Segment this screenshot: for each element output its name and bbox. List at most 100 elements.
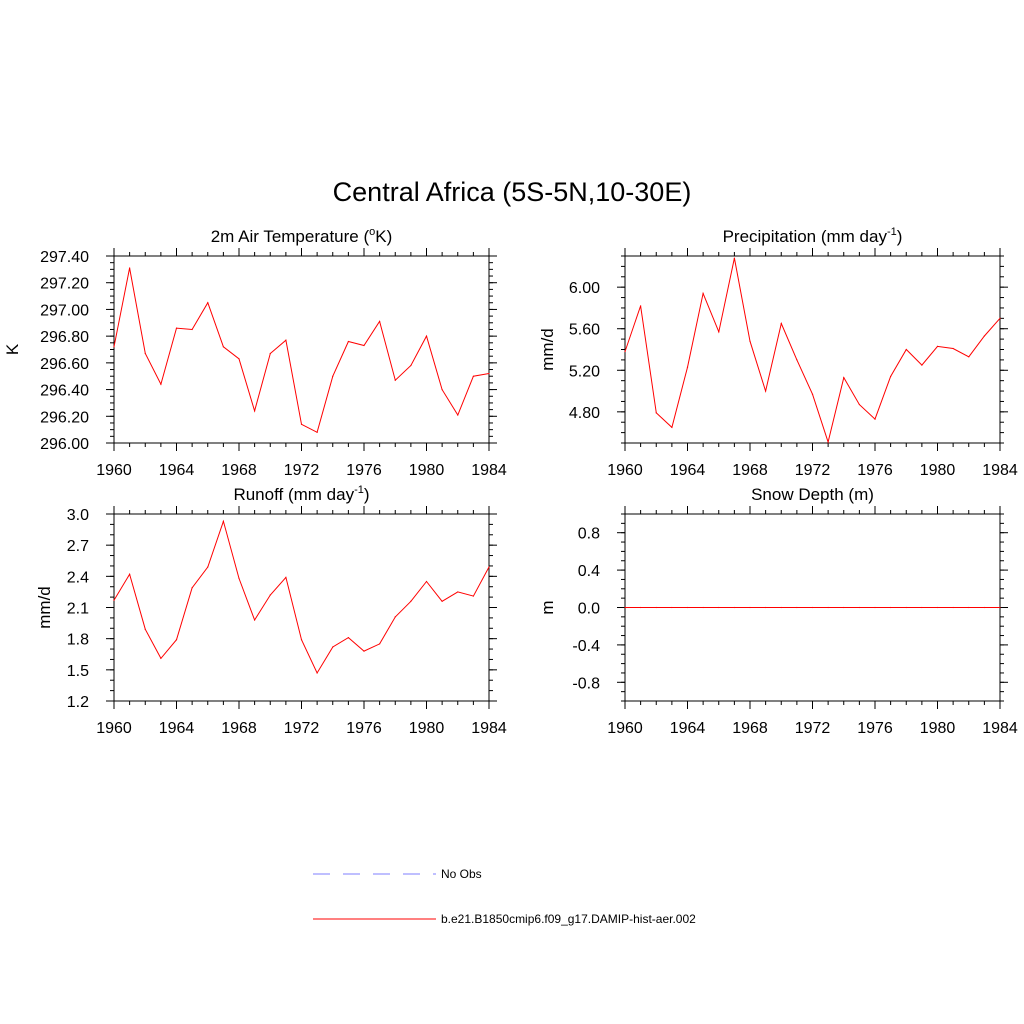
data-point [921,364,923,366]
data-point [441,600,443,602]
data-point [827,441,829,443]
x-tick-label: 1960 [607,720,643,737]
x-tick-label: 1960 [96,462,132,479]
legend-obs-label: No Obs [441,867,482,881]
x-tick-label: 1976 [346,720,382,737]
x-tick-label: 1960 [96,720,132,737]
y-tick-label: 2.7 [67,538,89,555]
legend: No Obs b.e21.B1850cmip6.f09_g17.DAMIP-hi… [313,867,696,926]
data-point [968,606,970,609]
data-point [410,364,412,367]
y-tick-label: 1.8 [67,632,89,649]
y-axis-label: mm/d [538,328,557,371]
data-point [624,606,626,609]
chart-panel-3: 1960 1964 1968 1972 1976 1980 1984 1.2 1.5 1.8 2.1… [35,484,507,737]
data-point [827,606,829,609]
plot-frame [113,513,490,702]
data-point [983,606,985,609]
series-line-1 [113,267,490,434]
x-tick-label: 1964 [159,462,195,479]
data-point [379,643,381,645]
data-point [129,267,131,269]
data-point [624,350,626,353]
y-tick-label: 2.4 [67,569,89,586]
x-tick-label: 1980 [920,720,956,737]
chart-panel-4: 1960 1964 1968 1972 1976 1980 1984 -0.8 -0.4 0.0 0… [538,485,1018,737]
data-point [655,412,657,414]
data-point [733,257,735,259]
x-tick-label: 1984 [471,462,507,479]
x-tick-label: 1976 [857,462,893,479]
data-point [144,628,146,630]
data-point [686,606,689,609]
x-tick-label: 1972 [284,720,320,737]
data-point [254,619,256,621]
panels: 1960 1964 1968 1972 1976 1980 1984 296.00 296.20… [3,226,1018,737]
data-point [285,576,287,578]
y-tick-label: 0.8 [578,526,600,543]
x-tick-label: 1984 [982,462,1018,479]
data-point [191,587,193,589]
plot-frame [624,255,1001,444]
y-tick-label: 297.00 [40,302,89,319]
data-point [394,379,396,381]
x-tick-label: 1980 [920,462,956,479]
x-tick-label: 1964 [159,720,195,737]
y-tick-label: 297.20 [40,276,89,293]
data-point [936,345,939,347]
data-point [952,606,954,609]
y-axis-label: K [3,343,22,355]
data-point [811,393,814,395]
data-point [425,335,428,337]
data-point [702,606,704,609]
y-tick-label: 5.60 [569,322,600,339]
data-point [472,595,474,597]
x-tick-label: 1964 [670,720,706,737]
x-tick-label: 1964 [670,462,706,479]
data-point [686,366,689,368]
data-point [113,346,115,348]
data-point [238,577,240,580]
data-point [379,320,381,323]
data-point [874,418,876,420]
data-point [332,375,334,377]
data-point [285,339,287,341]
data-point [441,388,443,391]
data-point [316,672,318,674]
data-point [175,639,178,641]
legend-model-label: b.e21.B1850cmip6.f09_g17.DAMIP-hist-aer.… [441,912,696,926]
y-tick-label: 0.4 [578,563,600,580]
data-point [640,606,642,609]
x-tick-label: 1960 [607,462,643,479]
data-point [425,580,428,583]
panel-title: Precipitation (mm day-1) [723,226,903,246]
y-tick-label: 296.40 [40,383,89,400]
data-point [160,657,162,660]
data-point [968,356,970,358]
y-tick-label: 296.20 [40,409,89,426]
data-point [702,292,704,294]
data-point [113,599,115,601]
panel-title: Snow Depth (m) [751,485,874,504]
data-point [983,335,985,337]
x-tick-label: 1984 [982,720,1018,737]
data-point [655,606,657,609]
data-point [858,606,860,609]
data-point [671,606,673,609]
data-point [640,305,642,307]
x-tick-label: 1976 [857,720,893,737]
data-point [749,340,751,342]
data-point [347,340,349,343]
y-tick-label: 296.60 [40,356,89,373]
data-point [363,650,365,652]
data-point [410,600,412,602]
data-point [316,431,318,433]
data-point [347,637,349,639]
y-tick-label: 0.0 [578,601,600,618]
data-point [749,606,751,609]
data-point [718,331,720,333]
data-point [890,606,892,609]
y-tick-label: 1.5 [67,663,89,680]
data-point [457,591,459,593]
data-point [207,302,209,304]
